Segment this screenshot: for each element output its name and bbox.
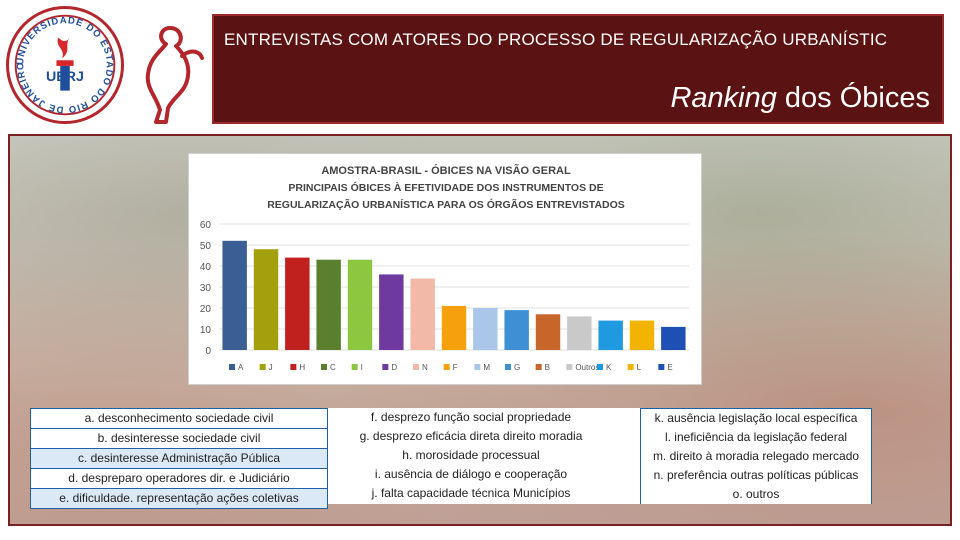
- legend-swatch-K: [597, 364, 603, 370]
- legend-item-e: e. dificuldade. representação ações cole…: [31, 489, 327, 508]
- uerj-logo: UNIVERSIDADE DO ESTADO DO RIO DE JANEIRO…: [6, 6, 124, 124]
- legend-item-c: c. desinteresse Administração Pública: [31, 449, 327, 469]
- legend-swatch-M: [474, 364, 481, 370]
- legend-label-F: F: [453, 363, 458, 372]
- bar-G: [504, 310, 529, 350]
- athlete-figure-icon: [130, 18, 210, 128]
- page-title: ENTREVISTAS COM ATORES DO PROCESSO DE RE…: [224, 30, 888, 49]
- legend-swatch-Outros: [566, 364, 573, 370]
- y-tick-label-40: 40: [200, 262, 212, 273]
- bar-B: [535, 314, 561, 350]
- uerj-seal-icon: UNIVERSIDADE DO ESTADO DO RIO DE JANEIRO…: [14, 14, 116, 116]
- legend-label-C: C: [330, 363, 336, 372]
- subtitle-italic: Ranking: [670, 82, 777, 114]
- legend-swatch-E: [658, 364, 665, 370]
- bar-K: [598, 320, 623, 350]
- y-tick-label-20: 20: [200, 304, 212, 315]
- subtitle-rest: dos Óbices: [776, 82, 930, 114]
- legend-swatch-D: [382, 364, 389, 370]
- legend-swatch-L: [627, 364, 634, 370]
- legend-column-2: f. desprezo função social propriedade g.…: [336, 408, 606, 503]
- bar-C: [316, 259, 341, 350]
- y-tick-label-30: 30: [200, 283, 212, 294]
- legend-item-a: a. desconhecimento sociedade civil: [31, 409, 327, 429]
- chart-title-line-2: PRINCIPAIS ÓBICES À EFETIVIDADE DOS INST…: [288, 181, 603, 194]
- obstacles-bar-chart: AMOSTRA-BRASIL - ÓBICES NA VISÃO GERAL PR…: [188, 153, 702, 385]
- legend-column-1: a. desconhecimento sociedade civil b. de…: [30, 408, 328, 509]
- legend-label-M: M: [483, 363, 490, 372]
- legend-item-o: o. outros: [640, 485, 872, 504]
- legend-item-d: d. despreparo operadores dir. e Judiciár…: [31, 469, 327, 489]
- legend-label-G: G: [514, 363, 520, 372]
- bar-F: [441, 305, 467, 350]
- legend-swatch-C: [321, 364, 327, 370]
- legend-item-i: i. ausência de diálogo e cooperação: [374, 467, 568, 481]
- bar-D: [379, 274, 404, 350]
- y-tick-label-0: 0: [205, 346, 211, 357]
- bar-I: [347, 259, 373, 350]
- logo-text: UERJ: [46, 69, 84, 85]
- legend-item-l: l. ineficiência da legislação federal: [640, 428, 872, 447]
- legend-item-j: j. falta capacidade técnica Municípios: [371, 486, 571, 500]
- legend-label-N: N: [422, 363, 428, 372]
- legend-column-3: k. ausência legislação local específica …: [640, 408, 872, 504]
- legend-swatch-B: [535, 364, 542, 370]
- legend-swatch-H: [290, 364, 297, 370]
- chart-svg: AMOSTRA-BRASIL - ÓBICES NA VISÃO GERAL PR…: [200, 164, 689, 372]
- bar-M: [473, 308, 498, 350]
- bar-L: [629, 320, 655, 350]
- legend-swatch-G: [505, 364, 511, 370]
- legend-item-b: b. desinteresse sociedade civil: [31, 429, 327, 449]
- legend-label-K: K: [606, 363, 612, 372]
- legend-label-I: I: [361, 363, 363, 372]
- legend-label-H: H: [299, 363, 305, 372]
- legend-swatch-F: [443, 364, 450, 370]
- legend-swatch-J: [259, 364, 266, 370]
- header-banner: ENTREVISTAS COM ATORES DO PROCESSO DE RE…: [212, 14, 944, 124]
- legend-label-J: J: [269, 363, 273, 372]
- legend-item-f: f. desprezo função social propriedade: [370, 410, 572, 424]
- legend-item-k: k. ausência legislação local específica: [640, 408, 872, 428]
- y-tick-label-50: 50: [200, 241, 212, 252]
- bar-H: [285, 257, 310, 350]
- legend-label-D: D: [391, 363, 397, 372]
- page-subtitle: Ranking dos Óbices: [670, 82, 930, 115]
- bar-Outros: [567, 316, 592, 350]
- bar-A: [222, 240, 247, 350]
- legend-swatch-N: [413, 364, 419, 370]
- legend-label-L: L: [637, 363, 642, 372]
- legend-swatch-A: [229, 364, 235, 370]
- legend-item-n: n. preferência outras políticas públicas: [640, 466, 872, 485]
- legend-item-h: h. morosidade processual: [402, 448, 540, 462]
- legend-table: a. desconhecimento sociedade civil b. de…: [30, 408, 872, 509]
- bar-E: [661, 326, 686, 350]
- bar-N: [410, 278, 435, 350]
- chart-title-line-3: REGULARIZAÇÃO URBANÍSTICA PARA OS ÓRGÃOS…: [267, 198, 625, 211]
- legend-label-Outros: Outros: [575, 363, 599, 372]
- y-tick-label-60: 60: [200, 220, 212, 231]
- legend-label-B: B: [545, 363, 550, 372]
- legend-item-g: g. desprezo eficácia direta direito mora…: [359, 429, 583, 443]
- chart-title-line-1: AMOSTRA-BRASIL - ÓBICES NA VISÃO GERAL: [321, 164, 571, 177]
- legend-swatch-I: [351, 364, 358, 370]
- bar-J: [253, 249, 279, 350]
- legend-label-A: A: [238, 363, 244, 372]
- legend-label-E: E: [667, 363, 672, 372]
- y-tick-label-10: 10: [200, 325, 212, 336]
- legend-item-m: m. direito à moradia relegado mercado: [640, 447, 872, 466]
